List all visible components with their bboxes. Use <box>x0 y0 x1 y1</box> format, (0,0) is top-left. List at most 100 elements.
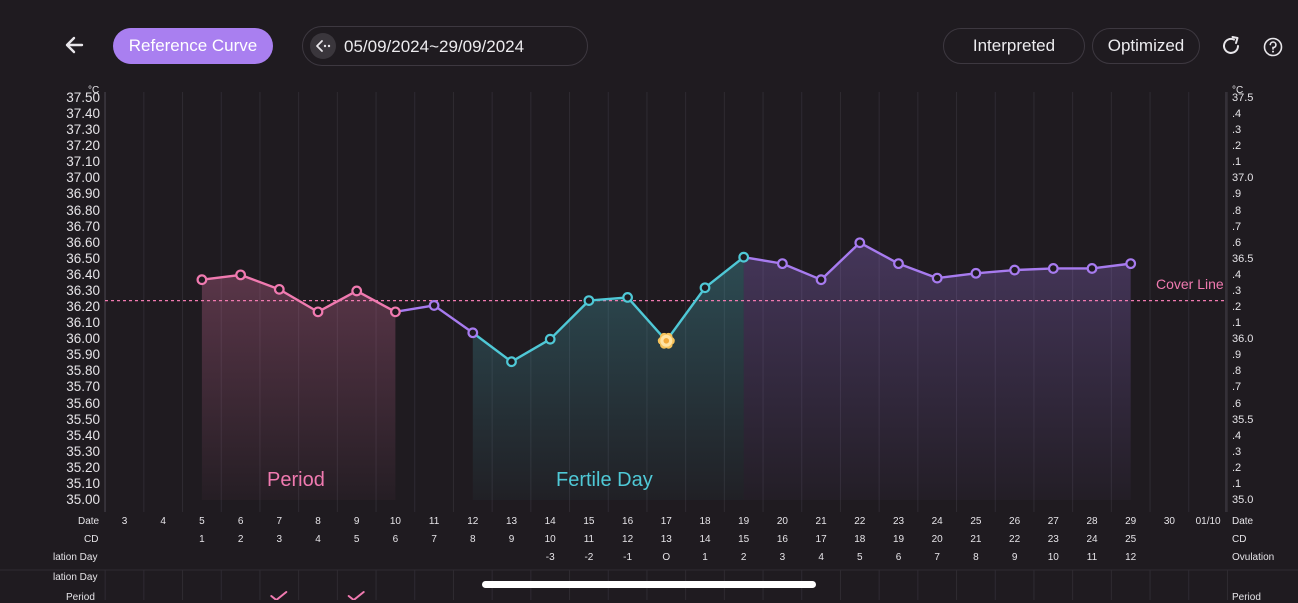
date-cell[interactable]: 23 <box>892 516 905 527</box>
refresh-button[interactable] <box>1219 34 1243 58</box>
temperature-point <box>583 295 595 307</box>
y-tick-left: 35.60 <box>66 395 100 411</box>
y-tick-right: .1 <box>1232 477 1242 490</box>
date-cell[interactable]: 28 <box>1086 516 1098 527</box>
temperature-segment <box>510 338 552 363</box>
y-tick-right: .8 <box>1232 204 1242 217</box>
back-arrow-icon <box>65 36 84 54</box>
date-cell[interactable]: 8 <box>315 516 321 527</box>
cd-cell: 2 <box>237 534 244 545</box>
y-unit-right: °C <box>1232 85 1244 96</box>
y-tick-right: .4 <box>1232 108 1242 121</box>
y-tick-left: 37.00 <box>66 170 100 186</box>
date-cell[interactable]: 27 <box>1047 516 1059 527</box>
temperature-segment <box>781 262 823 281</box>
y-tick-left: 36.20 <box>66 299 100 315</box>
date-cell[interactable]: 19 <box>738 516 750 527</box>
date-cell[interactable]: 26 <box>1009 516 1021 527</box>
y-tick-right: .4 <box>1232 268 1242 281</box>
back-step-icon <box>316 40 331 52</box>
date-cell[interactable]: 29 <box>1125 516 1137 527</box>
date-cell[interactable]: 10 <box>389 516 401 527</box>
ovulation-flower-center <box>663 338 670 344</box>
cd-cell: 8 <box>470 534 476 545</box>
fertile-phase-label: Fertile Day <box>556 469 653 491</box>
ovulation-day-cell: 6 <box>895 552 902 563</box>
cd-cell: 18 <box>854 534 866 545</box>
date-cell[interactable]: 24 <box>931 516 943 527</box>
back-step-button[interactable] <box>310 33 336 59</box>
ovulation-day-cell: -2 <box>584 552 594 563</box>
date-cell[interactable]: 11 <box>428 516 440 527</box>
temperature-point <box>622 291 633 303</box>
date-cell[interactable]: 4 <box>160 516 166 527</box>
cd-cell: 19 <box>892 534 905 545</box>
temperature-segment <box>819 241 861 281</box>
date-cell[interactable]: 5 <box>199 516 205 527</box>
ovulation-day-cell: 12 <box>1125 552 1137 563</box>
date-cell[interactable]: 25 <box>970 516 982 527</box>
y-tick-left: 35.80 <box>66 363 100 379</box>
reference-curve-button[interactable]: Reference Curve <box>113 28 273 64</box>
checkmark-icon <box>347 591 365 600</box>
temperature-segment <box>703 255 745 289</box>
optimized-button[interactable]: Optimized <box>1092 28 1200 64</box>
cd-cell: 3 <box>276 534 283 545</box>
temperature-segment <box>549 299 591 341</box>
date-cell[interactable]: 17 <box>660 516 672 527</box>
y-unit-left: °C <box>88 85 100 96</box>
temperature-segment <box>742 255 784 265</box>
temperature-segment <box>200 273 242 281</box>
y-tick-left: 35.40 <box>66 427 100 443</box>
temperature-point <box>1009 264 1020 276</box>
ovulation-day-cell: 10 <box>1047 552 1059 563</box>
cd-cell: 11 <box>583 534 595 545</box>
cd-cell: 24 <box>1086 534 1098 545</box>
temperature-segment <box>355 289 397 314</box>
y-tick-left: 35.20 <box>66 459 100 475</box>
phase-area-period <box>201 274 396 500</box>
interpreted-button[interactable]: Interpreted <box>943 28 1085 64</box>
temperature-segment <box>858 241 900 265</box>
date-cell[interactable]: 7 <box>276 516 283 527</box>
date-cell[interactable]: 12 <box>467 516 479 527</box>
cd-cell: 4 <box>315 534 321 545</box>
home-indicator[interactable] <box>482 581 816 588</box>
date-cell[interactable]: 6 <box>237 516 244 527</box>
help-button[interactable] <box>1262 36 1284 58</box>
temperature-point <box>893 258 904 270</box>
date-cell[interactable]: 14 <box>544 516 556 527</box>
date-cell[interactable]: 3 <box>121 516 128 527</box>
y-tick-left: 36.80 <box>66 202 100 218</box>
date-range-selector[interactable]: 05/09/2024~29/09/2024 <box>302 26 588 66</box>
ovulation-day-cell: 3 <box>779 552 786 563</box>
cd-cell: 25 <box>1125 534 1137 545</box>
date-cell[interactable]: 22 <box>854 516 866 527</box>
date-cell[interactable]: 13 <box>505 516 518 527</box>
date-cell[interactable]: 20 <box>776 516 788 527</box>
temperature-point <box>1086 263 1098 274</box>
temperature-point <box>777 258 788 270</box>
period-row-label: Period <box>66 592 95 603</box>
back-button[interactable] <box>60 30 90 60</box>
y-tick-left: 37.30 <box>66 122 100 138</box>
temperature-segment <box>936 272 978 280</box>
date-cell[interactable]: 30 <box>1163 516 1175 527</box>
date-cell[interactable]: 21 <box>815 516 827 527</box>
y-tick-right: .8 <box>1232 365 1242 378</box>
date-cell[interactable]: 9 <box>353 516 360 527</box>
date-cell[interactable]: 15 <box>583 516 595 527</box>
y-tick-left: 35.10 <box>66 475 100 491</box>
y-tick-right: 35.0 <box>1232 494 1254 506</box>
y-tick-left: 37.40 <box>66 106 100 122</box>
y-tick-left: 36.30 <box>66 282 100 298</box>
phase-area-fertile <box>472 257 744 500</box>
cd-cell: 12 <box>622 534 634 545</box>
date-cell[interactable]: 18 <box>699 516 711 527</box>
date-cell[interactable]: 01/10 <box>1195 516 1221 527</box>
temperature-point <box>428 300 440 311</box>
y-tick-right: .9 <box>1232 188 1242 201</box>
date-cell[interactable]: 16 <box>622 516 634 527</box>
cd-cell: 16 <box>776 534 788 545</box>
ovulation-day-cell: 5 <box>857 552 863 563</box>
